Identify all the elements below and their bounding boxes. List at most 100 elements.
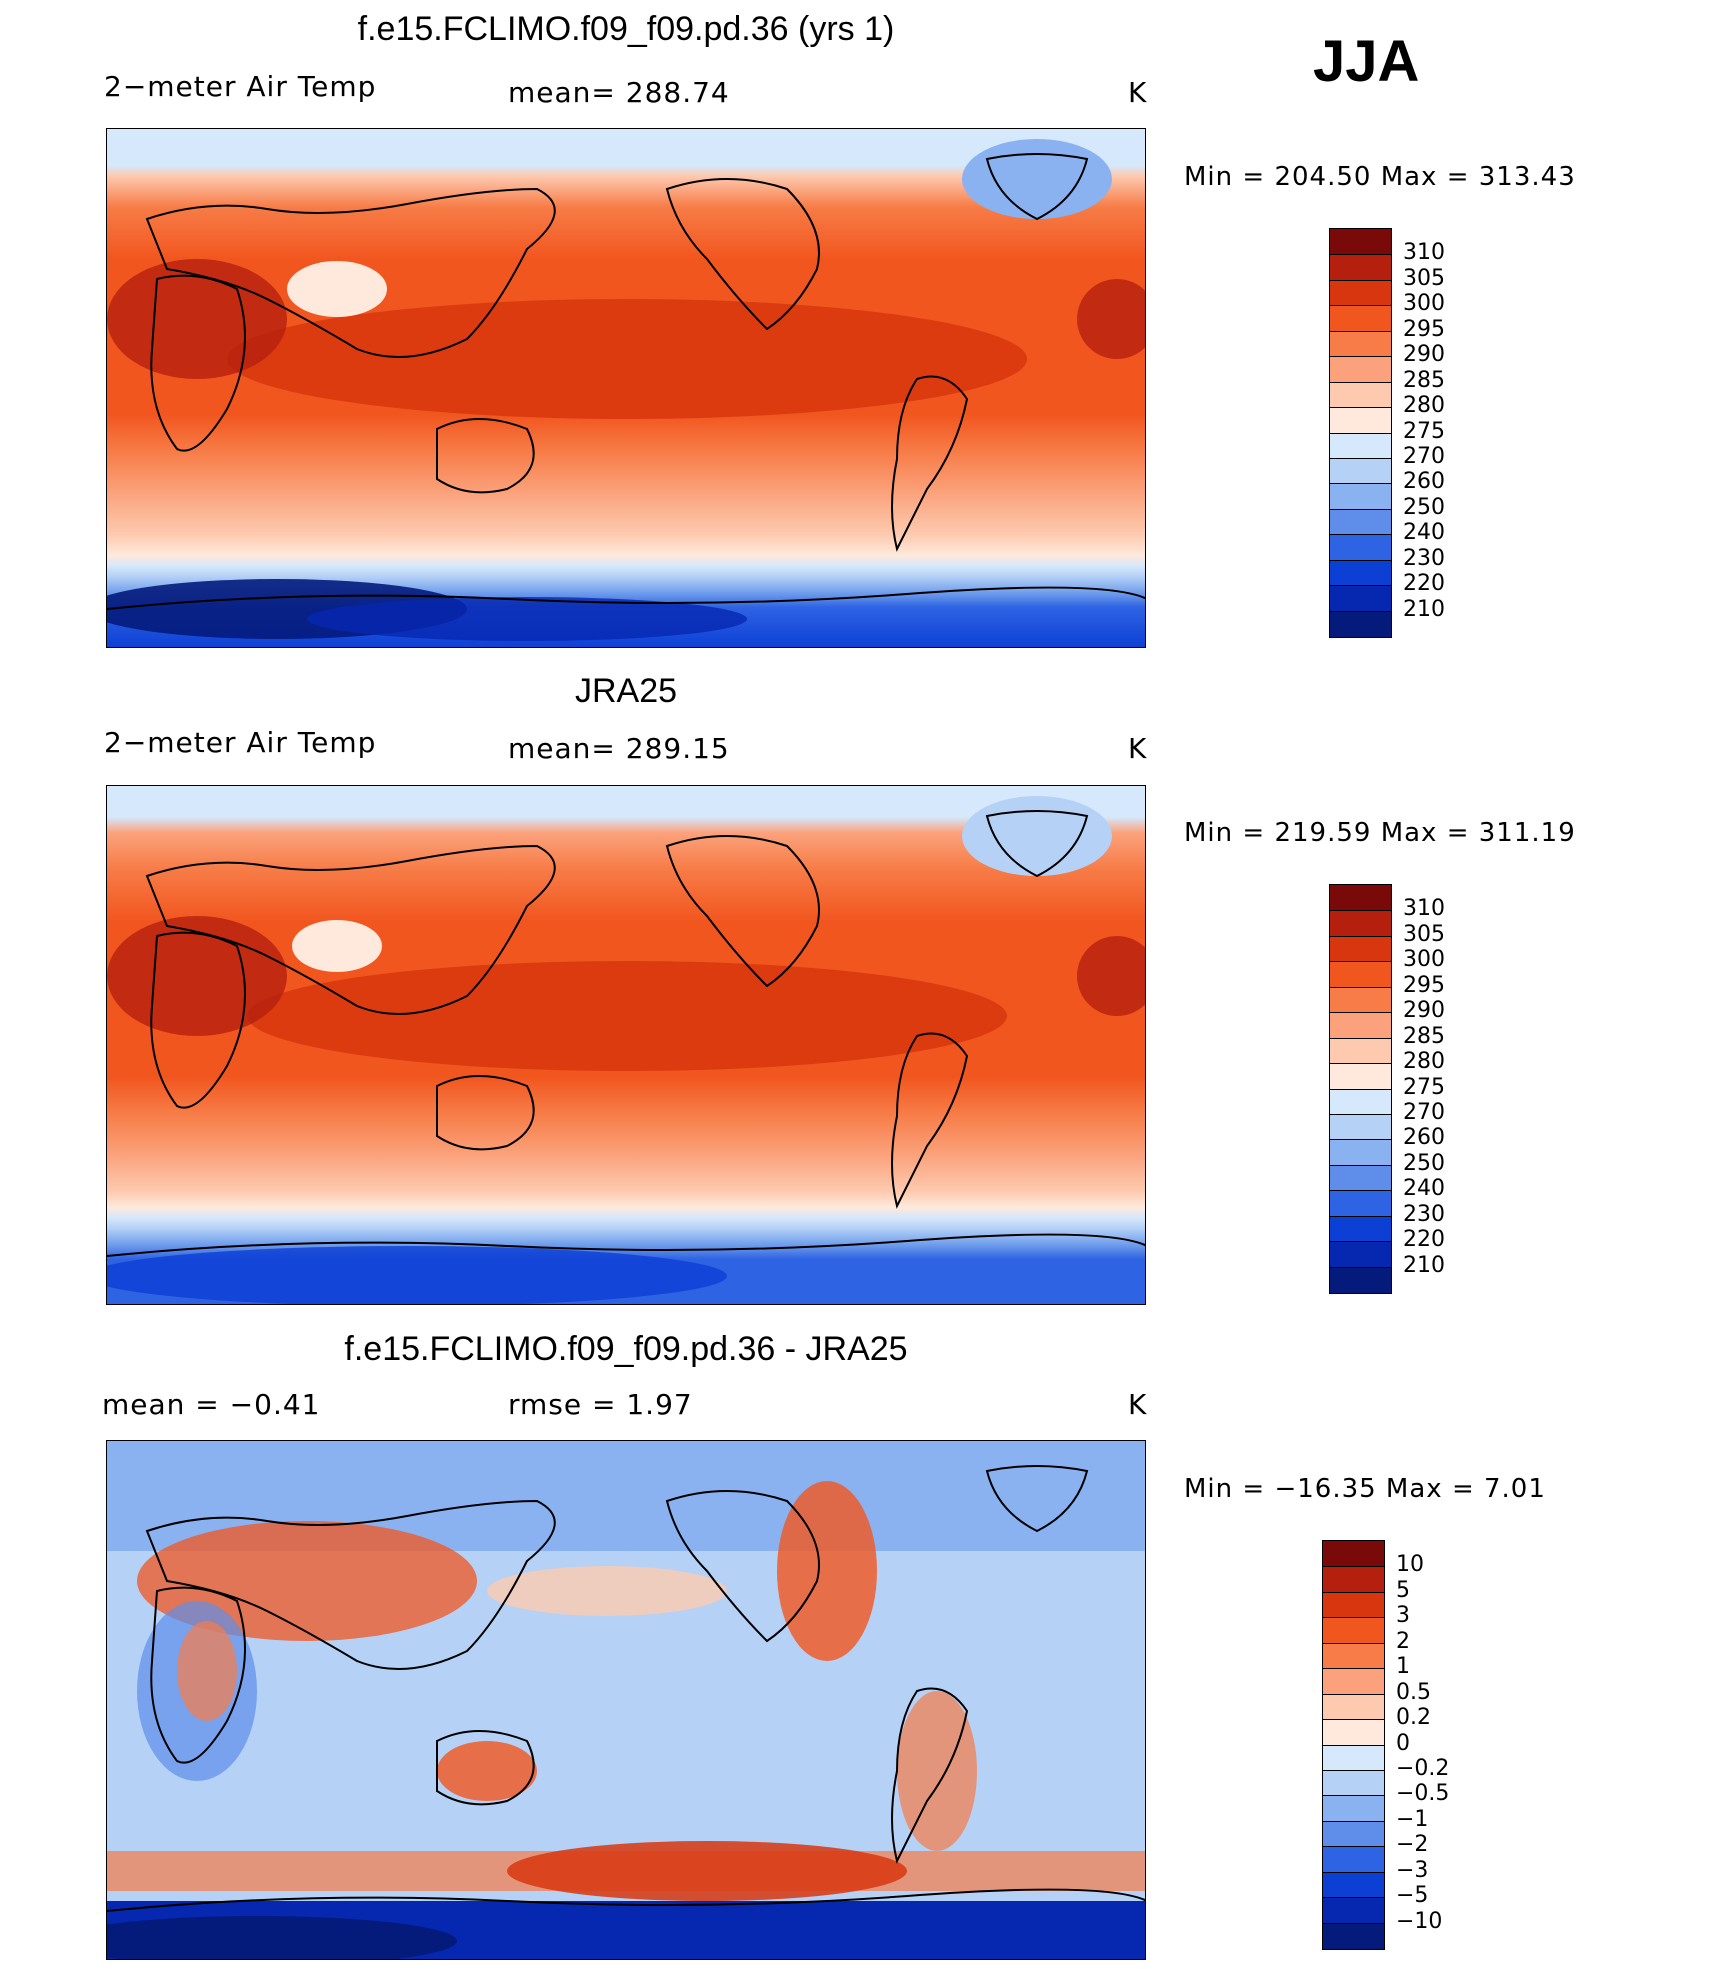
colorbar-swatch	[1330, 1113, 1391, 1140]
colorbar-tick-label: 285	[1403, 1023, 1445, 1049]
colorbar-tick-label: 250	[1403, 494, 1445, 520]
colorbar-tick-label: 0.5	[1396, 1679, 1431, 1705]
colorbar-tick-label: 230	[1403, 545, 1445, 571]
units-label-diff: K	[1128, 1388, 1148, 1421]
colorbar-swatch	[1330, 229, 1391, 255]
colorbar-swatch	[1330, 585, 1391, 612]
season-label: JJA	[1313, 29, 1420, 94]
colorbar-tick-label: 275	[1403, 1074, 1445, 1100]
colorbar-swatch	[1330, 1012, 1391, 1039]
colorbar-tick-label: 5	[1396, 1577, 1410, 1603]
colorbar-swatch	[1330, 935, 1391, 962]
colorbar-tick-label: 210	[1403, 1252, 1445, 1278]
mean-label-obs: mean= 289.15	[508, 732, 730, 765]
colorbar-swatch	[1323, 1769, 1384, 1796]
colorbar-tick-label: 2	[1396, 1628, 1410, 1654]
colorbar-swatch	[1323, 1566, 1384, 1593]
colorbar-swatch	[1330, 279, 1391, 306]
colorbar-tick-label: 290	[1403, 342, 1445, 368]
colorbar-tick-label: 260	[1403, 469, 1445, 495]
colorbar-tick-label: 230	[1403, 1201, 1445, 1227]
colorbar-tick-label: −3	[1396, 1857, 1429, 1883]
colorbar-swatch	[1323, 1591, 1384, 1618]
minmax-label-model: Min = 204.50 Max = 313.43	[1184, 162, 1576, 192]
colorbar-tick-label: −0.5	[1396, 1781, 1450, 1807]
map-obs	[106, 785, 1146, 1305]
colorbar-swatch	[1330, 508, 1391, 535]
colorbar-swatch	[1323, 1795, 1384, 1822]
map-model	[106, 128, 1146, 648]
colorbar-tick-label: 295	[1403, 972, 1445, 998]
colorbar-tick-label: 0	[1396, 1730, 1410, 1756]
colorbar-swatch	[1330, 254, 1391, 281]
colorbar-swatch	[1330, 1215, 1391, 1242]
colorbar-tick-label: 275	[1403, 418, 1445, 444]
variable-label-model: 2−meter Air Temp	[104, 70, 377, 103]
colorbar-swatch	[1330, 457, 1391, 484]
colorbar-diff	[1322, 1540, 1385, 1950]
colorbar-tick-label: 270	[1403, 1099, 1445, 1125]
colorbar-tick-label: 300	[1403, 291, 1445, 317]
colorbar-tick-label: 1	[1396, 1654, 1410, 1680]
colorbar-tick-label: 310	[1403, 240, 1445, 266]
minmax-label-obs: Min = 219.59 Max = 311.19	[1184, 818, 1576, 848]
colorbar-swatch	[1323, 1719, 1384, 1745]
colorbar-swatch	[1330, 559, 1391, 586]
rmse-label: rmse = 1.97	[508, 1388, 693, 1421]
mean-diff-label: mean = −0.41	[102, 1388, 321, 1421]
colorbar-swatch	[1323, 1922, 1384, 1949]
colorbar-swatch	[1323, 1846, 1384, 1873]
colorbar-swatch	[1330, 1063, 1391, 1089]
colorbar-tick-label: 285	[1403, 367, 1445, 393]
colorbar-tick-label: 0.2	[1396, 1705, 1431, 1731]
colorbar-tick-label: 305	[1403, 265, 1445, 291]
colorbar-tick-label: −0.2	[1396, 1755, 1450, 1781]
colorbar-swatch	[1330, 885, 1391, 911]
colorbar-tick-label: 3	[1396, 1603, 1410, 1629]
colorbar-swatch	[1330, 610, 1391, 637]
mean-label-model: mean= 288.74	[508, 76, 730, 109]
colorbar-tick-label: −5	[1396, 1883, 1429, 1909]
colorbar-tick-label: 280	[1403, 1049, 1445, 1075]
colorbar-swatch	[1330, 381, 1391, 408]
colorbar-swatch	[1330, 910, 1391, 937]
colorbar-swatch	[1330, 1241, 1391, 1268]
colorbar-tick-label: −10	[1396, 1908, 1443, 1934]
colorbar-tick-label: 305	[1403, 921, 1445, 947]
colorbar-tick-label: 260	[1403, 1125, 1445, 1151]
colorbar-swatch	[1330, 1190, 1391, 1217]
colorbar-tick-label: 220	[1403, 1227, 1445, 1253]
colorbar-swatch	[1330, 1164, 1391, 1191]
colorbar-tick-label: 295	[1403, 316, 1445, 342]
colorbar-swatch	[1330, 986, 1391, 1013]
colorbar-swatch	[1330, 1139, 1391, 1166]
colorbar-swatch	[1330, 961, 1391, 988]
variable-label-obs: 2−meter Air Temp	[104, 726, 377, 759]
colorbar-model	[1329, 228, 1392, 638]
colorbar-swatch	[1330, 483, 1391, 510]
colorbar-swatch	[1323, 1871, 1384, 1898]
minmax-label-diff: Min = −16.35 Max = 7.01	[1184, 1474, 1546, 1504]
units-label-obs: K	[1128, 732, 1148, 765]
panel-title-model: f.e15.FCLIMO.f09_f09.pd.36 (yrs 1)	[357, 10, 895, 48]
colorbar-swatch	[1330, 1266, 1391, 1293]
units-label-model: K	[1128, 76, 1148, 109]
colorbar-tick-label: 300	[1403, 947, 1445, 973]
colorbar-swatch	[1330, 1037, 1391, 1064]
colorbar-obs	[1329, 884, 1392, 1294]
colorbar-swatch	[1330, 432, 1391, 459]
colorbar-swatch	[1323, 1617, 1384, 1644]
colorbar-swatch	[1330, 1088, 1391, 1115]
colorbar-tick-label: 290	[1403, 998, 1445, 1024]
panel-title-diff: f.e15.FCLIMO.f09_f09.pd.36 - JRA25	[344, 1330, 908, 1368]
colorbar-swatch	[1330, 407, 1391, 433]
colorbar-swatch	[1330, 534, 1391, 561]
map-diff	[106, 1440, 1146, 1960]
colorbar-tick-label: 240	[1403, 520, 1445, 546]
colorbar-tick-label: 250	[1403, 1150, 1445, 1176]
colorbar-tick-label: 10	[1396, 1552, 1424, 1578]
colorbar-swatch	[1330, 330, 1391, 357]
colorbar-tick-label: 270	[1403, 443, 1445, 469]
colorbar-swatch	[1330, 305, 1391, 332]
colorbar-swatch	[1323, 1693, 1384, 1720]
